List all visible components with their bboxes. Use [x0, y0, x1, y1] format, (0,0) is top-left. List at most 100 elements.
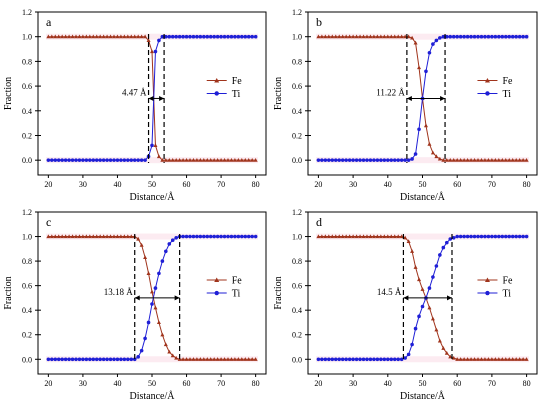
- data-point-fe: [243, 357, 248, 361]
- data-point-ti: [403, 158, 407, 162]
- data-point-ti: [126, 158, 130, 162]
- data-point-ti: [413, 326, 418, 331]
- x-tick-label: 60: [183, 180, 191, 189]
- data-point-ti: [406, 352, 411, 357]
- data-point-ti: [129, 357, 134, 362]
- data-point-fe: [46, 34, 51, 39]
- data-point-ti: [379, 357, 383, 362]
- data-point-ti: [181, 34, 185, 39]
- data-point-ti: [222, 234, 227, 239]
- data-point-ti: [164, 34, 168, 39]
- x-tick-label: 20: [314, 379, 322, 388]
- data-point-ti: [507, 234, 512, 239]
- data-point-fe: [136, 236, 141, 241]
- data-point-fe: [236, 357, 241, 361]
- x-tick-label: 60: [453, 379, 461, 388]
- data-point-fe: [63, 34, 68, 39]
- data-point-fe: [67, 34, 72, 39]
- data-point-ti: [444, 34, 449, 39]
- data-point-ti: [115, 158, 120, 162]
- data-point-ti: [240, 234, 244, 239]
- data-point-ti: [202, 234, 206, 239]
- data-point-fe: [219, 357, 224, 361]
- data-point-fe: [125, 34, 130, 39]
- data-point-fe: [514, 157, 519, 162]
- data-point-ti: [389, 357, 394, 362]
- data-point-ti: [174, 34, 178, 39]
- data-point-fe: [201, 357, 206, 361]
- data-point-ti: [320, 158, 324, 162]
- data-point-fe: [143, 255, 148, 260]
- data-point-fe: [437, 338, 442, 343]
- data-point-ti: [139, 158, 144, 162]
- x-tick-label: 30: [349, 379, 357, 388]
- data-point-ti: [112, 158, 116, 162]
- data-point-ti: [77, 158, 82, 162]
- data-point-ti: [333, 357, 338, 362]
- data-point-ti: [503, 34, 508, 39]
- data-point-fe: [444, 350, 449, 355]
- data-point-fe: [493, 157, 498, 162]
- data-point-ti: [382, 158, 387, 162]
- data-point-fe: [160, 157, 165, 162]
- data-point-fe: [115, 234, 120, 239]
- data-point-ti: [67, 357, 71, 362]
- data-point-fe: [510, 157, 515, 162]
- chart-panel-d: 0.0 0.2 0.4 0.6 0.8 1.0 1.2 20 30 40 50 60 70 80 Dista…: [273, 208, 538, 402]
- data-point-fe: [80, 234, 85, 239]
- data-point-ti: [212, 34, 216, 39]
- data-point-ti: [98, 357, 102, 362]
- legend-label-fe: Fe: [502, 76, 513, 87]
- data-point-ti: [108, 158, 113, 162]
- data-point-fe: [375, 34, 380, 39]
- data-point-ti: [129, 158, 134, 162]
- data-point-fe: [84, 234, 89, 239]
- data-point-fe: [181, 157, 186, 162]
- data-point-fe: [486, 157, 491, 162]
- data-point-ti: [327, 158, 331, 162]
- data-point-fe: [430, 150, 435, 155]
- data-point-fe: [156, 154, 161, 159]
- data-point-fe: [420, 287, 425, 291]
- data-point-fe: [462, 357, 467, 361]
- data-point-ti: [323, 158, 328, 162]
- data-point-ti: [56, 158, 61, 162]
- data-point-ti: [427, 50, 432, 55]
- data-point-ti: [500, 34, 505, 39]
- data-point-fe: [344, 234, 349, 239]
- data-point-fe: [150, 289, 154, 294]
- data-point-fe: [188, 357, 192, 361]
- data-point-ti: [215, 234, 220, 239]
- data-point-fe: [358, 234, 363, 239]
- data-point-fe: [337, 234, 342, 239]
- data-point-fe: [239, 357, 244, 361]
- data-point-ti: [438, 253, 442, 257]
- data-point-ti: [233, 34, 237, 39]
- data-point-fe: [333, 234, 338, 239]
- data-point-ti: [500, 234, 505, 239]
- data-point-ti: [340, 357, 345, 362]
- data-point-ti: [202, 34, 206, 39]
- data-point-fe: [333, 34, 338, 39]
- data-point-fe: [364, 34, 369, 39]
- data-point-fe: [184, 357, 189, 361]
- data-point-fe: [351, 34, 356, 39]
- data-point-ti: [91, 158, 96, 162]
- y-tick-label: 0.8: [22, 57, 32, 66]
- data-point-ti: [56, 357, 61, 362]
- data-point-fe: [316, 34, 321, 39]
- data-point-fe: [91, 234, 96, 239]
- x-tick-label: 20: [314, 180, 322, 189]
- x-tick-label: 40: [113, 379, 121, 388]
- data-point-fe: [112, 34, 116, 39]
- x-tick-label: 40: [384, 379, 392, 388]
- data-point-ti: [493, 234, 498, 239]
- data-point-ti: [330, 158, 335, 162]
- data-point-fe: [215, 357, 220, 361]
- data-point-ti: [438, 36, 442, 40]
- data-point-fe: [392, 34, 397, 39]
- data-point-fe: [212, 157, 217, 162]
- data-point-fe: [427, 141, 432, 146]
- data-point-fe: [122, 34, 127, 39]
- data-point-ti: [354, 357, 359, 362]
